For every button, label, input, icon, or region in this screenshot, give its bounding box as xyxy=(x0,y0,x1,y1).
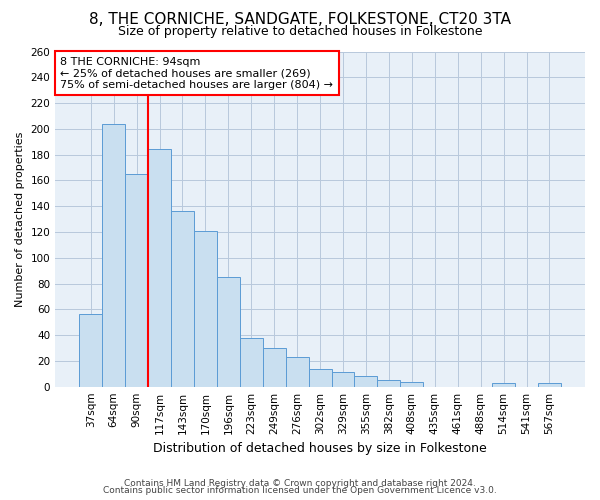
Bar xyxy=(263,348,286,387)
Bar xyxy=(171,212,194,386)
Bar xyxy=(332,372,355,386)
Bar xyxy=(148,150,171,386)
Text: 8 THE CORNICHE: 94sqm
← 25% of detached houses are smaller (269)
75% of semi-det: 8 THE CORNICHE: 94sqm ← 25% of detached … xyxy=(61,56,334,90)
Y-axis label: Number of detached properties: Number of detached properties xyxy=(15,132,25,307)
Bar xyxy=(538,383,561,386)
Bar xyxy=(308,368,332,386)
Text: Contains HM Land Registry data © Crown copyright and database right 2024.: Contains HM Land Registry data © Crown c… xyxy=(124,478,476,488)
Bar xyxy=(355,376,377,386)
Bar xyxy=(125,174,148,386)
Bar xyxy=(102,124,125,386)
X-axis label: Distribution of detached houses by size in Folkestone: Distribution of detached houses by size … xyxy=(153,442,487,455)
Bar xyxy=(217,277,240,386)
Bar xyxy=(400,382,423,386)
Bar xyxy=(240,338,263,386)
Text: Size of property relative to detached houses in Folkestone: Size of property relative to detached ho… xyxy=(118,25,482,38)
Text: 8, THE CORNICHE, SANDGATE, FOLKESTONE, CT20 3TA: 8, THE CORNICHE, SANDGATE, FOLKESTONE, C… xyxy=(89,12,511,28)
Bar xyxy=(194,230,217,386)
Bar xyxy=(79,314,102,386)
Bar xyxy=(286,357,308,386)
Bar xyxy=(377,380,400,386)
Text: Contains public sector information licensed under the Open Government Licence v3: Contains public sector information licen… xyxy=(103,486,497,495)
Bar xyxy=(492,383,515,386)
